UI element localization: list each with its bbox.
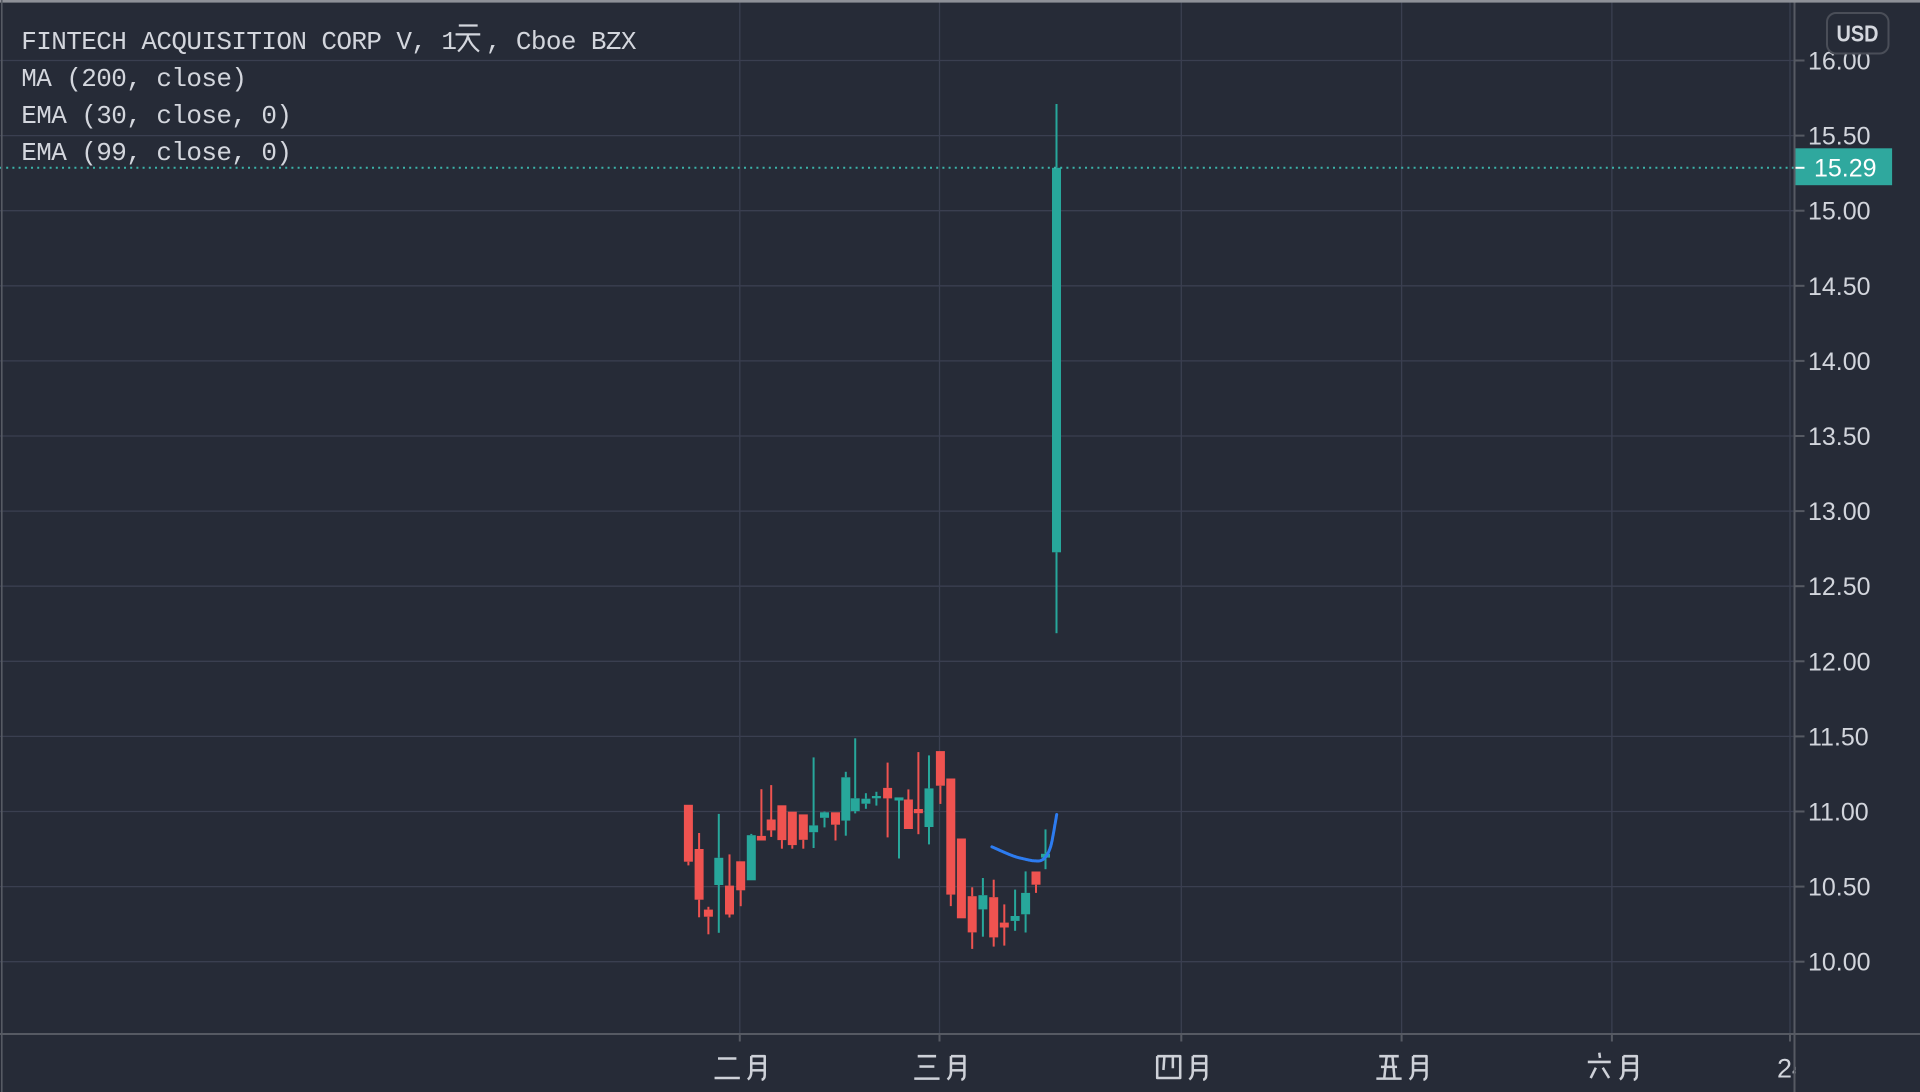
svg-text:12.00: 12.00 [1808,648,1871,676]
svg-text:10.00: 10.00 [1808,949,1871,977]
svg-text:15.50: 15.50 [1808,123,1871,151]
svg-text:11.50: 11.50 [1808,723,1869,751]
svg-text:14.00: 14.00 [1808,348,1871,376]
svg-text:12.50: 12.50 [1808,573,1871,601]
svg-text:13.00: 13.00 [1808,498,1871,526]
svg-text:MA (200, close): MA (200, close) [21,64,246,94]
svg-text:EMA (30, close, 0): EMA (30, close, 0) [21,101,291,131]
svg-text:11.00: 11.00 [1808,799,1869,827]
svg-text:14.50: 14.50 [1808,273,1871,301]
svg-text:10.50: 10.50 [1808,874,1871,902]
svg-text:, Cboe BZX: , Cboe BZX [486,27,637,57]
svg-text:15.29: 15.29 [1814,154,1877,182]
svg-text:13.50: 13.50 [1808,423,1871,451]
svg-text:USD: USD [1837,21,1879,47]
svg-text:EMA (99, close, 0): EMA (99, close, 0) [21,138,291,168]
svg-text:15.00: 15.00 [1808,198,1871,226]
svg-text:FINTECH ACQUISITION CORP V, 1: FINTECH ACQUISITION CORP V, 1 [21,27,456,57]
